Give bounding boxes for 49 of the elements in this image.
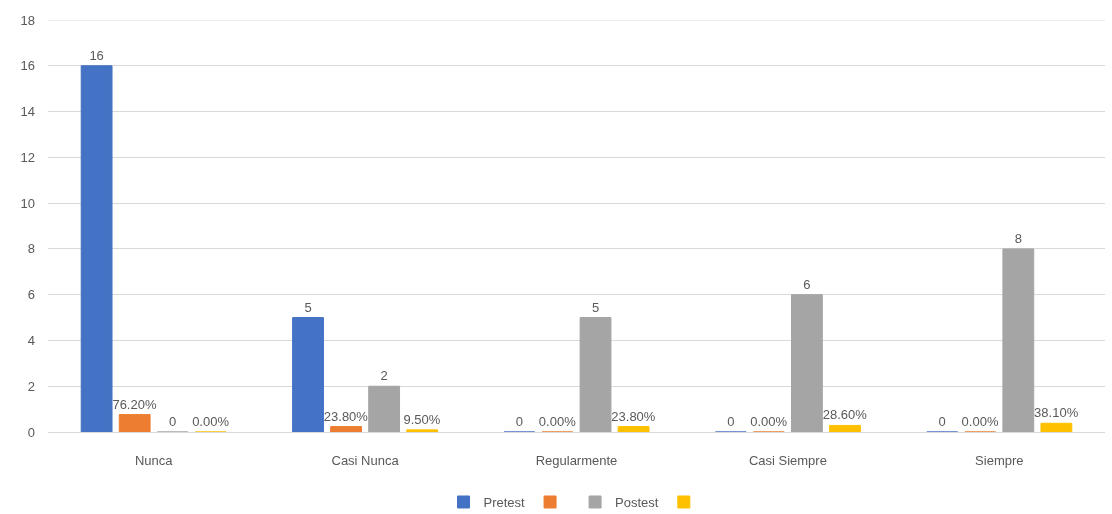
bar bbox=[829, 424, 861, 432]
y-tick-label: 8 bbox=[27, 241, 35, 257]
bar bbox=[406, 429, 439, 432]
y-tick-label: 14 bbox=[20, 104, 35, 120]
data-label: 16 bbox=[89, 47, 104, 63]
data-label: 0.00% bbox=[192, 414, 230, 429]
x-tick-label: Siempre bbox=[975, 452, 1024, 468]
y-tick-label: 18 bbox=[20, 12, 35, 28]
data-label: 9.50% bbox=[403, 411, 441, 427]
data-label: 0.00% bbox=[538, 414, 577, 429]
data-label: 5 bbox=[304, 299, 312, 315]
data-label: 23.80% bbox=[323, 408, 369, 424]
bar bbox=[1040, 422, 1073, 432]
data-label: 76.20% bbox=[112, 396, 157, 412]
data-label: 6 bbox=[803, 276, 811, 292]
bar bbox=[330, 426, 362, 432]
bar bbox=[118, 414, 151, 432]
bar bbox=[80, 65, 113, 432]
data-label: 23.80% bbox=[611, 408, 656, 424]
bar bbox=[791, 294, 823, 432]
bar bbox=[1002, 248, 1035, 432]
data-label: 0 bbox=[727, 414, 735, 429]
legend-label: Postest bbox=[615, 495, 659, 511]
data-label: 0 bbox=[515, 414, 524, 429]
y-tick-label: 4 bbox=[27, 332, 35, 348]
data-label: 0 bbox=[938, 414, 946, 429]
data-label: 2 bbox=[380, 368, 388, 384]
x-tick-label: Nunca bbox=[134, 452, 174, 468]
data-label: 0.00% bbox=[750, 414, 788, 429]
data-label: 28.60% bbox=[822, 407, 868, 423]
data-label: 0 bbox=[169, 414, 177, 429]
data-label: 0.00% bbox=[961, 414, 999, 429]
bar bbox=[292, 317, 324, 432]
data-label: 8 bbox=[1014, 230, 1022, 246]
bar bbox=[617, 426, 650, 432]
y-tick-label: 12 bbox=[20, 149, 35, 165]
legend-label: Pretest bbox=[483, 495, 526, 511]
x-tick-label: Regularmente bbox=[535, 452, 618, 468]
data-label: 38.10% bbox=[1034, 405, 1079, 421]
data-label: 5 bbox=[591, 299, 600, 315]
y-tick-label: 0 bbox=[27, 424, 35, 440]
bar bbox=[579, 317, 612, 432]
bar bbox=[368, 385, 401, 432]
y-tick-label: 10 bbox=[20, 195, 35, 211]
x-tick-label: Casi Nunca bbox=[331, 452, 400, 468]
x-tick-label: Casi Siempre bbox=[748, 452, 827, 468]
y-tick-label: 16 bbox=[20, 58, 35, 74]
y-tick-label: 6 bbox=[27, 287, 35, 303]
y-tick-label: 2 bbox=[27, 378, 35, 394]
